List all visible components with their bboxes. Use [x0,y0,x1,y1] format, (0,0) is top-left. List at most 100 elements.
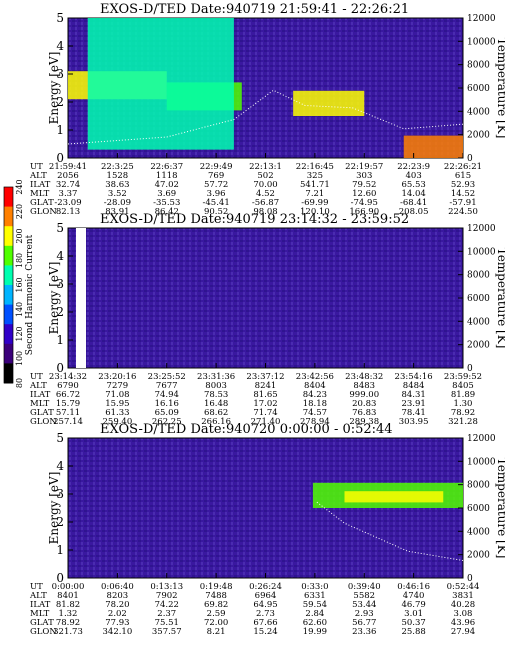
table-cell: 2.93 [355,609,374,619]
colorbar-swatch [4,304,13,325]
table-cell: 7279 [107,381,129,391]
ytick-label: 3 [56,487,64,501]
row-label: ILAT [30,180,51,190]
y2tick-label: 2000 [467,551,490,561]
table-cell: 74.57 [303,408,327,418]
table-cell: 357.57 [152,627,182,637]
y-axis-label: Energy [eV] [47,472,61,545]
table-cell: -45.41 [203,198,230,208]
y2tick-label: 12000 [467,224,496,234]
panel-1-title: EXOS-D/TED Date:940719 21:59:41 - 22:26:… [100,2,410,17]
table-cell: 502 [257,171,273,181]
y2tick-label: 12000 [467,14,496,24]
table-cell: 8401 [57,591,79,601]
colorbar-tick: 80 [15,378,24,388]
colorbar-tick: 140 [15,302,24,317]
table-cell: 289.38 [349,417,379,427]
y2tick-label: 8000 [467,271,490,281]
table-cell: 78.20 [105,600,129,610]
row-label: GLAT [30,618,54,628]
colorbar-tick: 160 [15,277,24,292]
table-cell: 74.22 [155,600,179,610]
ytick-label: 2 [56,515,64,529]
table-cell: 62.60 [303,618,327,628]
table-cell: 23:37:12 [246,372,284,382]
y2tick-label: 6000 [467,294,490,304]
y2tick-label: 4000 [467,527,490,537]
panel-1: 0 1 2 3 4 5 0 2000 4000 6000 8000 10000 12000 Energy … [29,11,505,217]
table-cell: 0:39:40 [348,582,381,592]
table-cell: 1528 [107,171,129,181]
table-cell: 1.30 [454,399,473,409]
y2tick-label: 10000 [467,247,496,257]
colorbar-swatch [4,265,13,286]
table-cell: 72.00 [204,618,228,628]
intensity-band-4 [293,90,365,116]
ytick-label: 1 [56,543,64,557]
table-cell: -35.53 [153,198,180,208]
table-cell: 0:52:44 [447,582,480,592]
table-cell: 224.50 [448,207,478,217]
row-label: MLT [30,189,50,199]
table-cell: 23.91 [401,399,425,409]
colorbar-tick: 100 [15,351,24,366]
table-cell: 74.94 [155,390,179,400]
table-cell: 303.95 [399,417,429,427]
table-cell: 79.52 [352,180,376,190]
panel-2: 0 1 2 3 4 5 0 2000 4000 6000 8000 10000 12000 Energy … [29,221,505,427]
table-cell: 23:42:56 [296,372,334,382]
row-label: ALT [29,381,47,391]
table-cell: 6331 [304,591,326,601]
table-cell: 78.41 [401,408,425,418]
table-cell: 78.92 [451,408,475,418]
table-cell: 69.82 [204,600,228,610]
table-cell: 83.91 [105,207,129,217]
table-cell: 23:59:52 [444,372,482,382]
y2-axis-label: Temperature [K] [495,248,505,349]
table-cell: 71.74 [253,408,277,418]
table-cell: 278.94 [300,417,330,427]
colorbar-tick: 220 [15,204,24,219]
table-cell: 541.71 [300,180,330,190]
table-cell: 14.04 [401,189,425,199]
ytick-label: 2 [56,95,64,109]
table-cell: 0:33:0 [301,582,328,592]
intensity-band-2 [344,491,444,503]
table-cell: 23:14:32 [49,372,87,382]
colorbar-label: Second Harmonic Current [25,234,35,355]
table-cell: 78.53 [204,390,228,400]
ytick-label: 0 [56,361,64,375]
table-cell: 23:31:36 [197,372,235,382]
panel-2-title: EXOS-D/TED Date:940719 23:14:32 - 23:59:… [100,212,410,227]
table-cell: 57.72 [204,180,228,190]
table-cell: 615 [455,171,471,181]
table-cell: 22:16:45 [296,162,334,172]
table-cell: 3.08 [454,609,473,619]
ytick-label: 1 [56,333,64,347]
y2tick-label: 6000 [467,84,490,94]
colorbar-tick: 200 [15,228,24,243]
temperature-trace [316,501,464,561]
row-label: GLON [30,207,57,217]
table-cell: 3.01 [404,609,423,619]
table-cell: 16.48 [204,399,228,409]
table-cell: 8404 [304,381,326,391]
table-cell: 6790 [57,381,79,391]
table-cell: 325 [307,171,323,181]
y2tick-label: 0 [467,574,473,584]
table-cell: 98.08 [253,207,277,217]
table-cell: 21:59:41 [49,162,87,172]
table-cell: -69.99 [301,198,328,208]
table-cell: -74.95 [351,198,378,208]
colorbar-swatch [4,285,13,306]
ytick-label: 3 [56,67,64,81]
ytick-label: 5 [56,431,64,445]
ytick-label: 5 [56,11,64,25]
table-cell: 46.79 [401,600,425,610]
y2tick-label: 2000 [467,341,490,351]
table-cell: 3.37 [59,189,78,199]
row-label: UT [30,372,43,382]
table-cell: 75.51 [155,618,179,628]
ytick-label: 2 [56,305,64,319]
table-cell: 67.66 [253,618,277,628]
